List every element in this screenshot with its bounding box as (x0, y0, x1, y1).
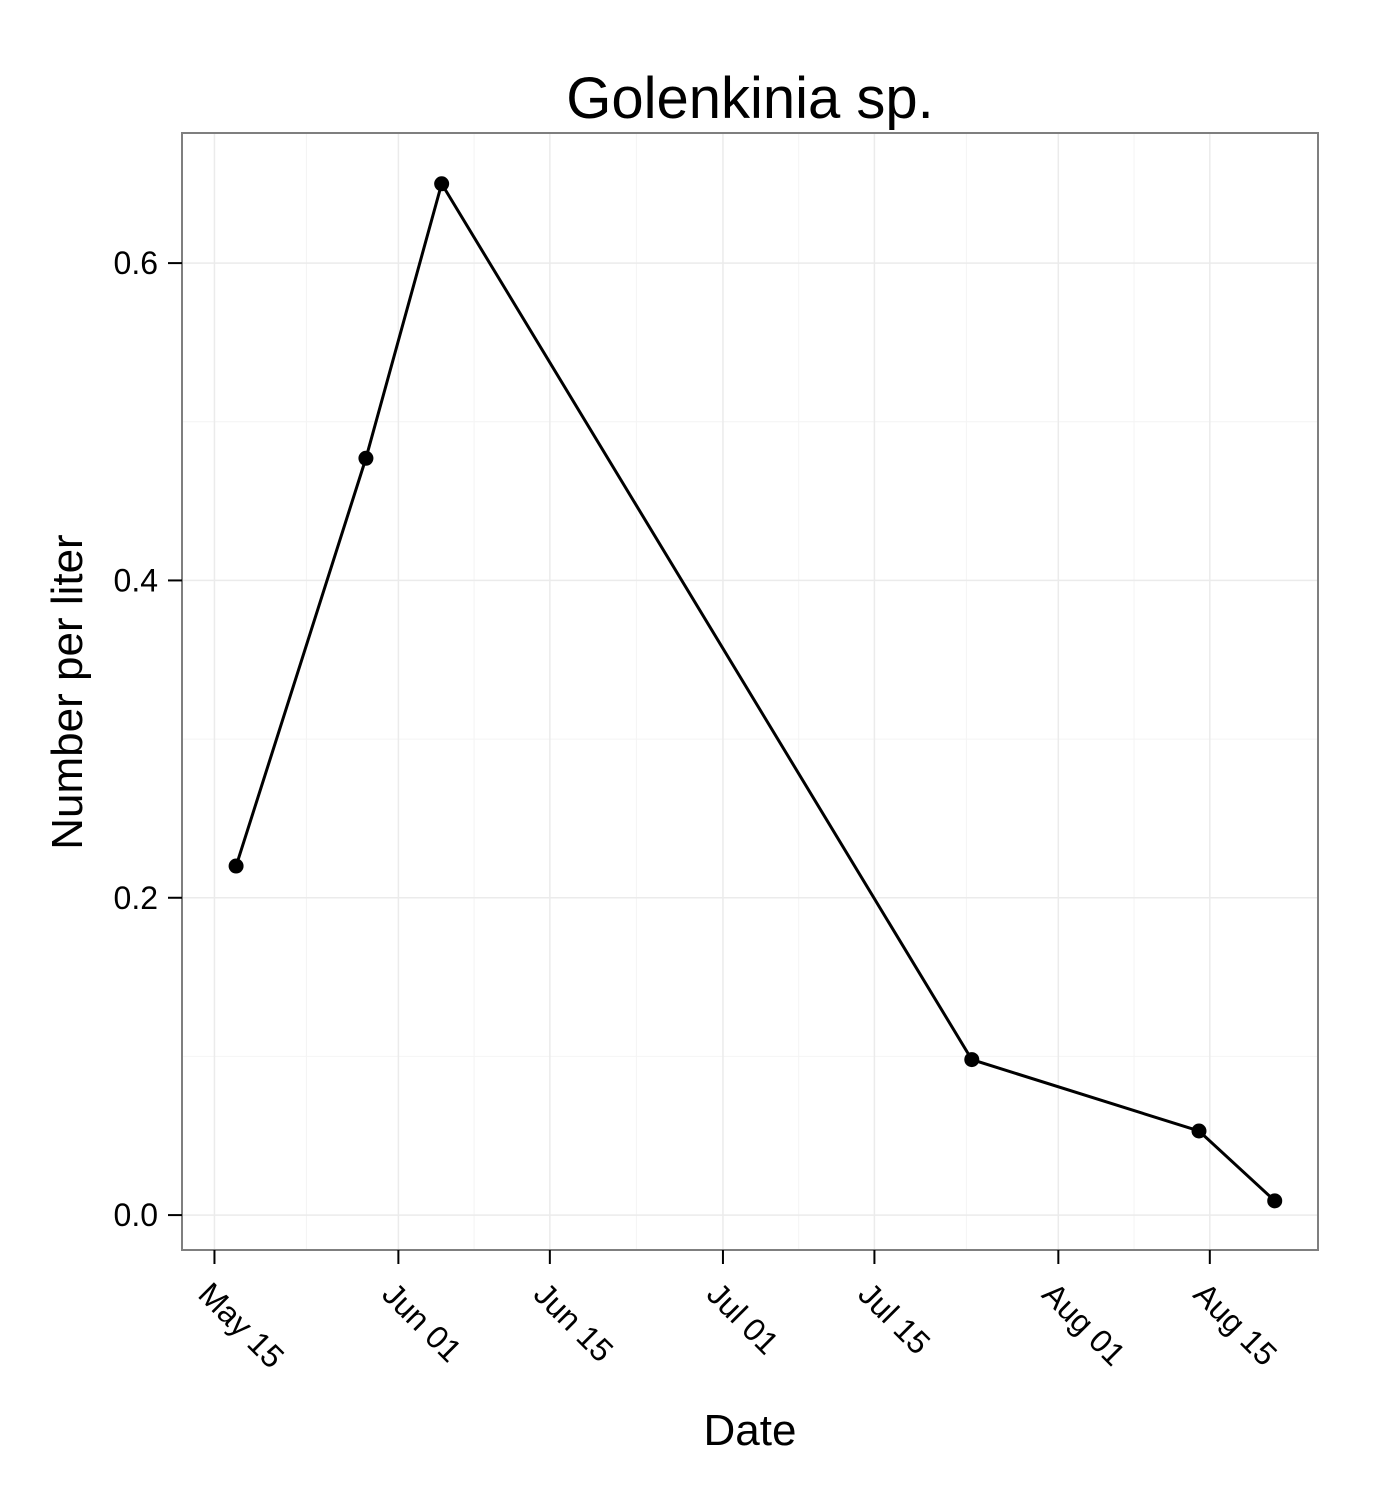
series-line (234, 180, 1276, 1202)
y-axis-label: Number per liter (43, 534, 92, 849)
y-axis: 0.0 0.2 0.4 0.6 (114, 245, 182, 1233)
x-tick-label: Aug 01 (1035, 1275, 1132, 1372)
y-tick-label: 0.2 (114, 880, 158, 916)
x-tick-label: Jun 15 (527, 1275, 620, 1368)
x-axis: May 15 Jun 01 Jun 15 Jul 01 Jul 15 Aug 01 Aug … (192, 1250, 1284, 1375)
x-tick-label: Jul 01 (700, 1275, 786, 1361)
x-axis-label: Date (704, 1406, 797, 1455)
x-tick-label: May 15 (192, 1275, 292, 1375)
chart-title: Golenkinia sp. (566, 66, 934, 131)
y-tick-label: 0.0 (114, 1197, 158, 1233)
data-point (434, 176, 450, 192)
series-layer (228, 176, 1283, 1209)
plot-border (181, 132, 1319, 1251)
data-point (1267, 1193, 1283, 1209)
data-point (964, 1052, 980, 1068)
x-tick-label: Aug 15 (1187, 1275, 1284, 1372)
data-point (228, 858, 244, 874)
data-point (1191, 1123, 1207, 1139)
y-tick-label: 0.6 (114, 245, 158, 281)
x-tick-label: Jun 01 (375, 1275, 468, 1368)
grid (182, 133, 1318, 1250)
x-tick-label: Jul 15 (851, 1275, 937, 1361)
y-tick-label: 0.4 (114, 562, 158, 598)
data-point (358, 450, 374, 466)
